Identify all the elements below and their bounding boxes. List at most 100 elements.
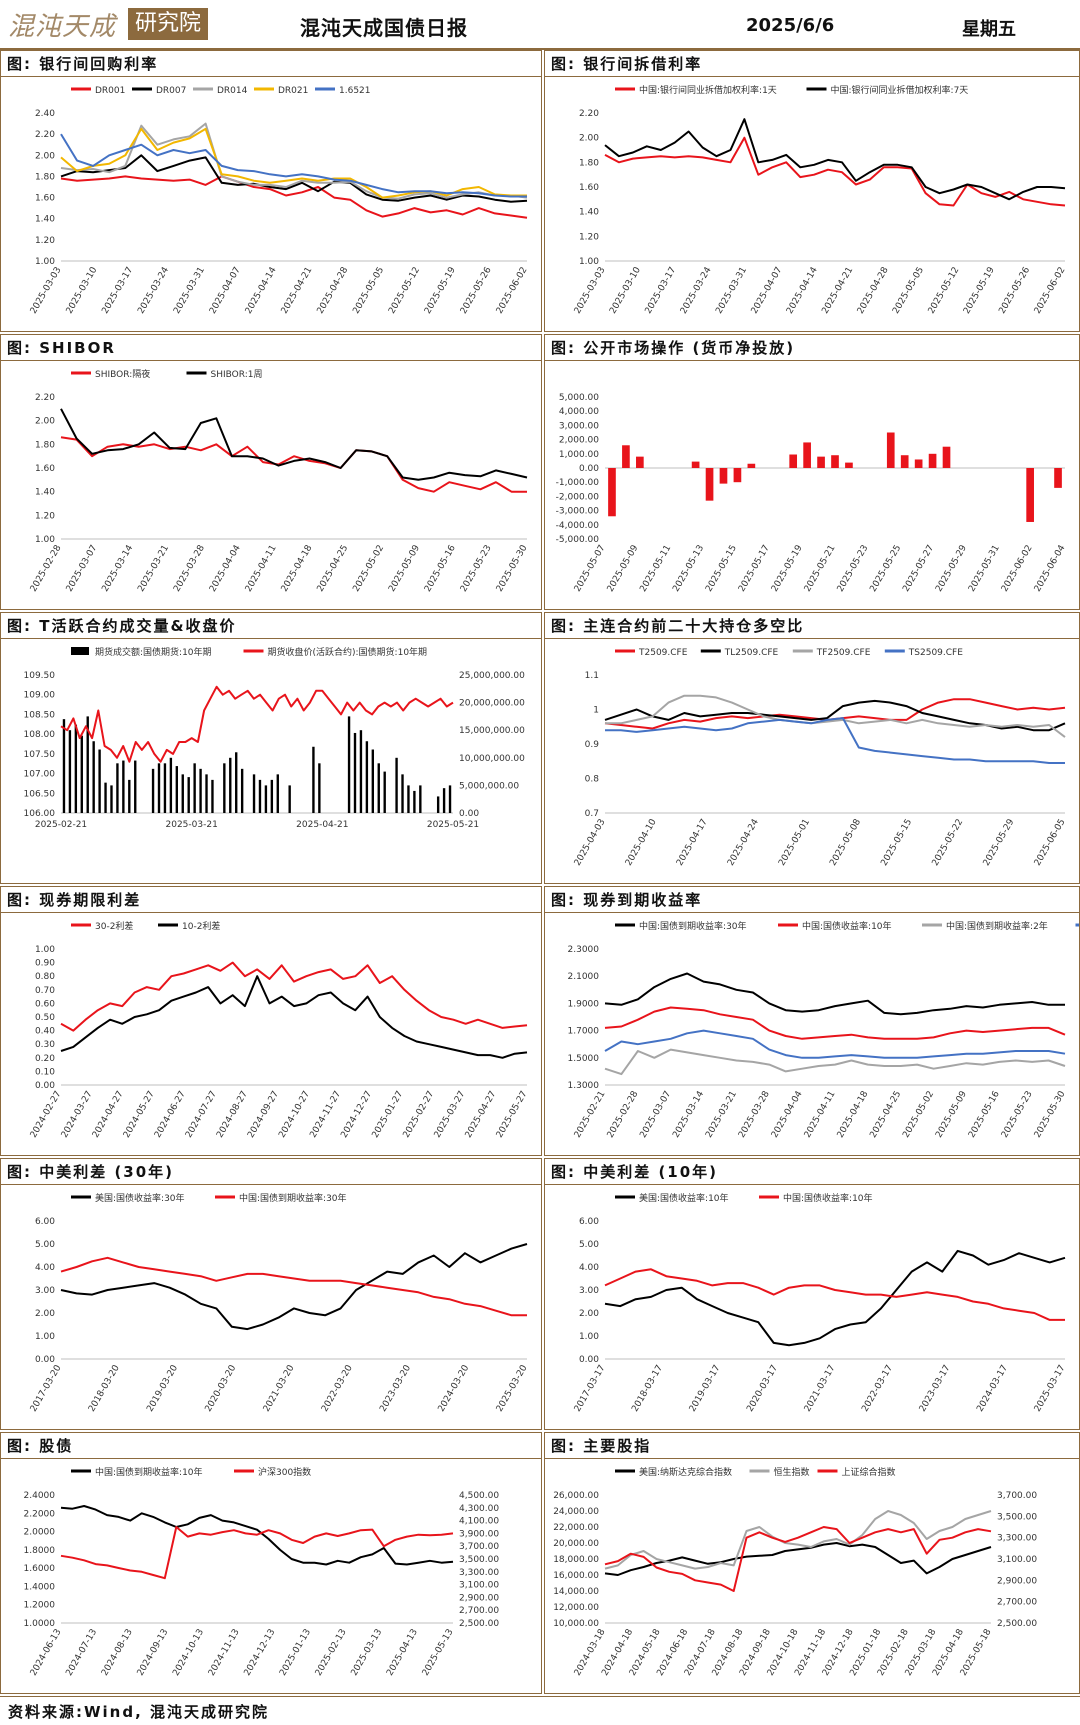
legend-item: T2509.CFE [615,648,688,658]
legend-label: 中国:国债收益率:10年 [783,1192,873,1204]
x-tick-label: 2025-04-28 [856,265,891,316]
y-tick-label: 109.00 [24,691,56,701]
x-tick-label: 2025-05-26 [997,265,1032,316]
x-tick-label: 2025-03-13 [350,1628,385,1678]
x-tick-label: 2025-04-07 [750,266,785,316]
y-tick-label: 0.00 [35,1355,55,1365]
series-line [60,127,527,199]
x-tick-label: 2017-03-17 [573,1364,608,1414]
bar [68,730,72,813]
y-tick-label: 2.00 [579,1309,599,1319]
x-tick-label: 2024-08-27 [215,1090,250,1140]
x-tick-label: 2025-05-09 [387,543,422,594]
x-tick-label: 2025-04-14 [244,265,279,316]
bar [900,455,909,468]
y-tick-label: -3,000.00 [556,507,600,517]
x-tick-label: 2025-05-19 [423,265,458,316]
logo-box-text: 研究院 [128,8,208,40]
x-tick-label: 2025-04-24 [726,817,761,868]
bar [240,768,244,813]
x-tick-label: 2025-03-20 [495,1363,530,1414]
report-header: 混沌天成 研究院 混沌天成国债日报 2025/6/6 星期五 [0,0,1080,50]
series-line [604,1048,1066,1076]
bar [831,455,839,468]
x-tick-label: 2024-03-27 [60,1090,95,1140]
x-tick-label: 2025-05-29 [934,543,969,594]
legend-item: DR007 [132,86,186,96]
chart-panel-12: 图: 主要股指 美国:纳斯达克综合指数 恒生指数 上证综合指数 26,000.00 24,… [544,1432,1080,1694]
bar [407,785,410,813]
x-tick-label: 2025-05-19 [962,265,997,316]
legend-item: DR001 [71,86,125,96]
x-tick-label: 2024-06-13 [29,1628,64,1678]
series-line [60,1243,528,1331]
chart-title: 图: 中美利差 (30年) [1,1159,541,1185]
chart-title: 图: 主连合约前二十大持仓多空比 [545,613,1079,639]
chart-title: 图: 主要股指 [545,1433,1079,1459]
bar [288,785,291,813]
y-tick-label: 0.40 [35,1027,55,1037]
legend-label: TS2509.CFE [908,648,963,658]
legend-label: DR021 [278,86,308,96]
chart-panel-11: 图: 股债 中国:国债到期收益率:10年 沪深300指数 2.4000 2.2000 2.… [0,1432,542,1694]
bar [86,716,89,813]
chart-title: 图: SHIBOR [1,335,541,361]
y-tick-label: 1.40 [35,215,55,225]
bar [187,777,190,813]
bar [193,763,196,813]
y-tick-label: 1.80 [579,158,599,168]
y-tick-label: 1.1 [585,671,599,681]
legend-label: 中国:银行间同业拆借加权利率:7天 [831,84,969,96]
x-tick-label: 2024-09-13 [136,1628,171,1678]
y-tick-label: 22,000.00 [553,1523,599,1533]
bar [169,757,173,813]
x-tick-label: 2025-05-13 [421,1628,456,1678]
x-tick-label: 2024-04-27 [91,1090,126,1140]
bar [74,724,78,813]
legend-item: 中国:国债收益率:5年 [1075,923,1079,927]
x-tick-label: 2025-03-28 [737,1089,772,1140]
bar [318,763,321,813]
legend-item: 10-2利差 [158,920,220,932]
chart-svg: 期货成交额:国债期货:10年期 期货收盘价(活跃合约):国债期货:10年期 109.… [24,646,526,830]
x-tick-label: 2025-03-24 [679,265,714,316]
bar [789,454,798,468]
y2-tick-label: 3,100.00 [997,1555,1037,1565]
chart-svg: SHIBOR:隔夜 SHIBOR:1周 2.20 2.00 1.80 1.60 1.40 1.… [29,368,530,594]
x-tick-label: 2025-03-21 [136,544,171,594]
y-tick-label: 1.60 [35,464,55,474]
y-tick-label: 2.00 [579,134,599,144]
x-tick-label: 2025-03-03 [573,266,608,316]
legend-item: DR014 [193,86,248,96]
x-tick-label: 2025-05-23 [836,544,871,594]
y-tick-label: 108.00 [24,730,56,740]
x-tick-label: 2024-03-20 [437,1363,472,1414]
y-tick-label: 1.60 [35,194,55,204]
x-tick-label: 2025-04-11 [244,544,279,594]
x-tick-label: 2025-03-10 [608,265,643,316]
y-tick-label: 1.9000 [568,999,600,1009]
legend-label: TL2509.CFE [724,648,779,658]
source-note: 资料来源:Wind, 混沌天成研究院 [8,1703,270,1721]
legend-label: TF2509.CFE [816,648,871,658]
x-tick-label: 2024-11-27 [308,1090,343,1140]
x-tick-label: 2025-05-23 [1000,1090,1035,1140]
legend-item: 1.6521 [315,86,371,96]
y-tick-label: 1.6000 [24,1564,56,1574]
y-tick-label: 3,000.00 [559,421,599,431]
y-tick-label: 1.00 [35,945,55,955]
y2-tick-label: 25,000,000.00 [459,671,525,681]
y2-tick-label: 2,500.00 [997,1619,1037,1629]
bar [886,432,895,468]
bar [719,468,728,484]
x-tick-label: 2020-03-20 [204,1363,239,1414]
y-tick-label: -4,000.00 [556,521,600,531]
series-line [60,1505,454,1566]
y-tick-label: 0.50 [35,1013,55,1023]
y-tick-label: 2.2000 [24,1509,56,1519]
y-tick-label: 1.40 [35,488,55,498]
bar [163,763,167,813]
y-tick-label: 2.3000 [568,945,600,955]
x-tick-label: 2025-05-05 [351,266,386,316]
bar [128,779,131,813]
